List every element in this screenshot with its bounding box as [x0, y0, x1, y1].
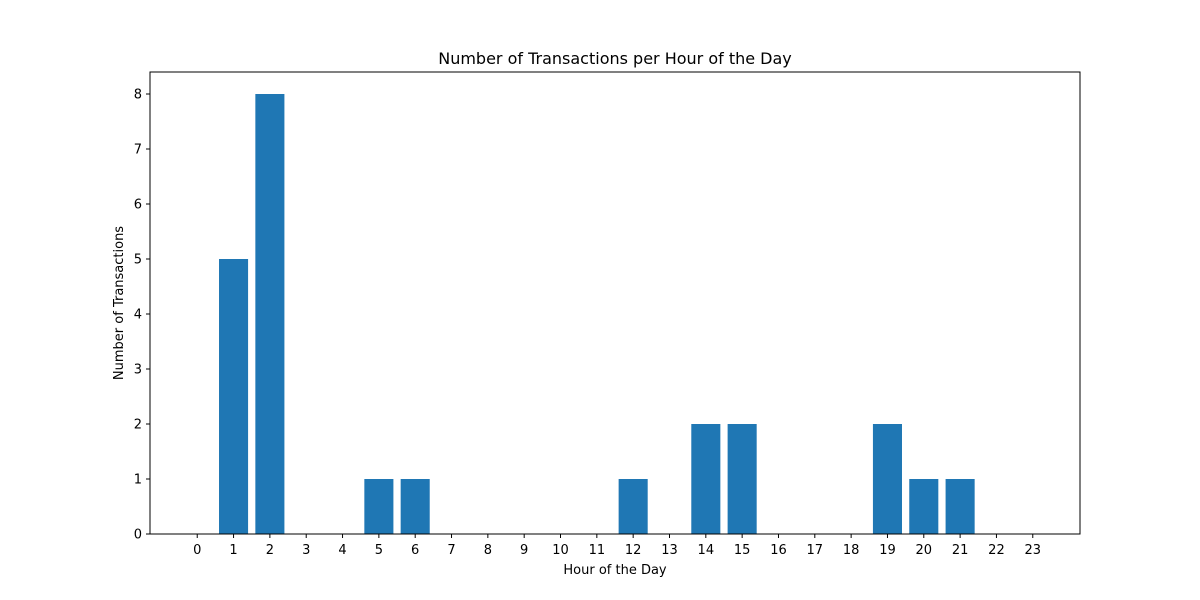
bar-hour-2 — [255, 94, 285, 534]
x-tick-label: 3 — [302, 543, 310, 558]
y-tick-label: 1 — [134, 473, 142, 488]
x-tick-label: 20 — [916, 543, 933, 558]
bar-hour-20 — [909, 479, 939, 534]
bar-hour-15 — [727, 424, 757, 534]
x-tick-label: 11 — [589, 543, 606, 558]
x-tick-label: 1 — [229, 543, 237, 558]
x-tick-label: 15 — [734, 543, 751, 558]
y-tick-label: 5 — [134, 253, 142, 268]
x-tick-label: 8 — [484, 543, 492, 558]
x-tick-label: 23 — [1025, 543, 1042, 558]
y-tick-label: 3 — [134, 363, 142, 378]
x-tick-label: 12 — [625, 543, 642, 558]
bar-hour-6 — [400, 479, 430, 534]
y-tick-label: 8 — [134, 88, 142, 103]
x-tick-label: 9 — [520, 543, 528, 558]
plot-area: 0 1 2 3 4 5 6 7 8 9 10 11 12 13 14 15 16 17 18 19 20 21 22 23 0… — [134, 71, 1081, 558]
x-tick-label: 5 — [375, 543, 383, 558]
bar-hour-1 — [219, 259, 249, 534]
bar-hour-19 — [872, 424, 902, 534]
bar-hour-21 — [945, 479, 975, 534]
x-tick-label: 2 — [266, 543, 274, 558]
x-tick-label: 21 — [952, 543, 969, 558]
y-tick-label: 4 — [134, 308, 142, 323]
x-tick-label: 7 — [447, 543, 455, 558]
x-tick-label: 16 — [770, 543, 787, 558]
x-tick-label: 22 — [988, 543, 1005, 558]
x-tick-label: 4 — [338, 543, 346, 558]
x-tick-label: 14 — [698, 543, 715, 558]
y-tick-label: 6 — [134, 198, 142, 213]
bar-hour-5 — [364, 479, 394, 534]
y-tick-label: 0 — [134, 528, 142, 543]
y-tick-label: 7 — [134, 143, 142, 158]
y-axis-ticks: 0 1 2 3 4 5 6 7 8 — [134, 88, 150, 543]
x-axis-ticks: 0 1 2 3 4 5 6 7 8 9 10 11 12 13 14 15 16 17 18 19 20 21 22 23 — [193, 534, 1041, 558]
x-tick-label: 13 — [661, 543, 678, 558]
x-tick-label: 19 — [879, 543, 896, 558]
bar-hour-12 — [618, 479, 648, 534]
bars-group — [219, 94, 975, 534]
x-tick-label: 17 — [807, 543, 824, 558]
y-axis-label: Number of Transactions — [112, 226, 127, 380]
bar-hour-14 — [691, 424, 721, 534]
x-tick-label: 18 — [843, 543, 860, 558]
y-tick-label: 2 — [134, 418, 142, 433]
plot-frame — [149, 71, 1081, 535]
x-tick-label: 0 — [193, 543, 201, 558]
x-tick-label: 10 — [552, 543, 569, 558]
chart-title: Number of Transactions per Hour of the D… — [438, 49, 792, 68]
x-tick-label: 6 — [411, 543, 419, 558]
x-axis-label: Hour of the Day — [563, 563, 667, 578]
